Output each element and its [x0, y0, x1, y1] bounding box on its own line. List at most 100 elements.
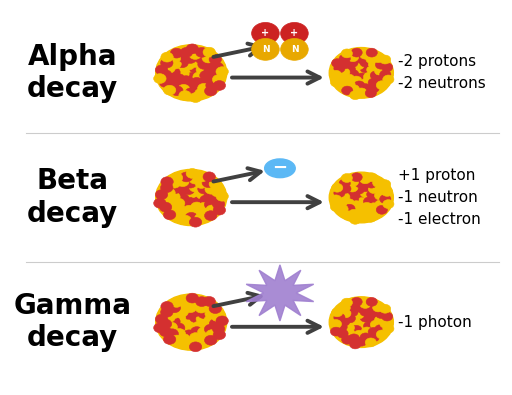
Circle shape: [213, 330, 226, 340]
Circle shape: [368, 78, 379, 87]
Circle shape: [336, 323, 347, 331]
Circle shape: [334, 313, 345, 322]
Circle shape: [204, 75, 217, 85]
Circle shape: [211, 62, 224, 72]
Circle shape: [381, 63, 393, 72]
Circle shape: [168, 178, 181, 188]
Text: N: N: [262, 45, 269, 54]
Circle shape: [195, 213, 207, 223]
Circle shape: [200, 71, 212, 80]
Circle shape: [154, 198, 166, 208]
Circle shape: [183, 81, 195, 90]
Circle shape: [196, 172, 208, 182]
Circle shape: [360, 58, 371, 67]
Circle shape: [373, 179, 384, 187]
Circle shape: [161, 58, 173, 68]
Circle shape: [161, 183, 173, 192]
Circle shape: [180, 47, 193, 57]
Circle shape: [195, 88, 207, 98]
Circle shape: [379, 304, 391, 313]
Circle shape: [359, 175, 371, 184]
Circle shape: [380, 319, 391, 328]
Circle shape: [368, 333, 379, 342]
Circle shape: [360, 208, 371, 217]
Circle shape: [200, 195, 212, 205]
Circle shape: [184, 178, 197, 188]
Circle shape: [348, 85, 359, 94]
Circle shape: [159, 70, 172, 80]
Circle shape: [337, 205, 348, 213]
Circle shape: [190, 327, 203, 337]
Ellipse shape: [265, 159, 295, 178]
Circle shape: [198, 327, 210, 337]
Circle shape: [198, 78, 210, 88]
Text: +: +: [290, 28, 298, 38]
Circle shape: [344, 189, 355, 198]
Circle shape: [361, 327, 372, 336]
Circle shape: [189, 182, 202, 192]
Circle shape: [347, 308, 358, 316]
Circle shape: [281, 38, 308, 60]
Circle shape: [355, 179, 366, 188]
Circle shape: [370, 320, 381, 329]
Text: -1 photon: -1 photon: [398, 315, 472, 329]
Text: Gamma
decay: Gamma decay: [14, 292, 132, 352]
Circle shape: [341, 298, 352, 307]
Circle shape: [353, 310, 364, 319]
Circle shape: [368, 327, 379, 336]
Circle shape: [203, 297, 216, 306]
Circle shape: [211, 312, 224, 322]
Circle shape: [376, 205, 388, 214]
Circle shape: [374, 316, 386, 325]
Circle shape: [189, 188, 202, 198]
Circle shape: [209, 70, 222, 79]
Circle shape: [347, 183, 358, 192]
Circle shape: [198, 83, 210, 93]
Circle shape: [168, 54, 181, 64]
Circle shape: [161, 307, 173, 317]
Circle shape: [359, 50, 371, 59]
Circle shape: [376, 81, 388, 90]
Circle shape: [351, 201, 362, 210]
Circle shape: [356, 198, 368, 207]
Circle shape: [189, 342, 202, 352]
Circle shape: [332, 183, 343, 192]
Circle shape: [156, 45, 227, 101]
Circle shape: [337, 329, 348, 338]
Circle shape: [177, 194, 189, 203]
Circle shape: [166, 204, 178, 214]
Circle shape: [344, 65, 355, 73]
Circle shape: [361, 78, 372, 87]
Circle shape: [368, 60, 379, 69]
Circle shape: [182, 60, 195, 70]
Circle shape: [330, 327, 342, 336]
Circle shape: [193, 72, 205, 82]
Circle shape: [354, 205, 365, 214]
Circle shape: [170, 86, 183, 96]
Circle shape: [351, 173, 362, 182]
Text: Beta
decay: Beta decay: [27, 167, 118, 228]
Circle shape: [202, 53, 215, 63]
Circle shape: [366, 173, 377, 182]
Circle shape: [364, 197, 375, 206]
Circle shape: [344, 204, 355, 213]
Circle shape: [342, 211, 353, 220]
Circle shape: [168, 68, 180, 77]
Circle shape: [366, 297, 377, 306]
Circle shape: [209, 194, 222, 204]
Circle shape: [360, 313, 371, 322]
Circle shape: [209, 179, 222, 189]
Circle shape: [281, 23, 308, 44]
Circle shape: [189, 333, 202, 342]
Circle shape: [154, 323, 166, 333]
Circle shape: [355, 303, 366, 312]
Circle shape: [170, 211, 183, 220]
Circle shape: [189, 174, 201, 184]
Circle shape: [204, 199, 217, 209]
Circle shape: [344, 80, 355, 88]
Circle shape: [354, 81, 365, 90]
Circle shape: [189, 208, 202, 218]
Circle shape: [185, 73, 198, 83]
Circle shape: [163, 312, 175, 322]
Circle shape: [251, 38, 279, 60]
